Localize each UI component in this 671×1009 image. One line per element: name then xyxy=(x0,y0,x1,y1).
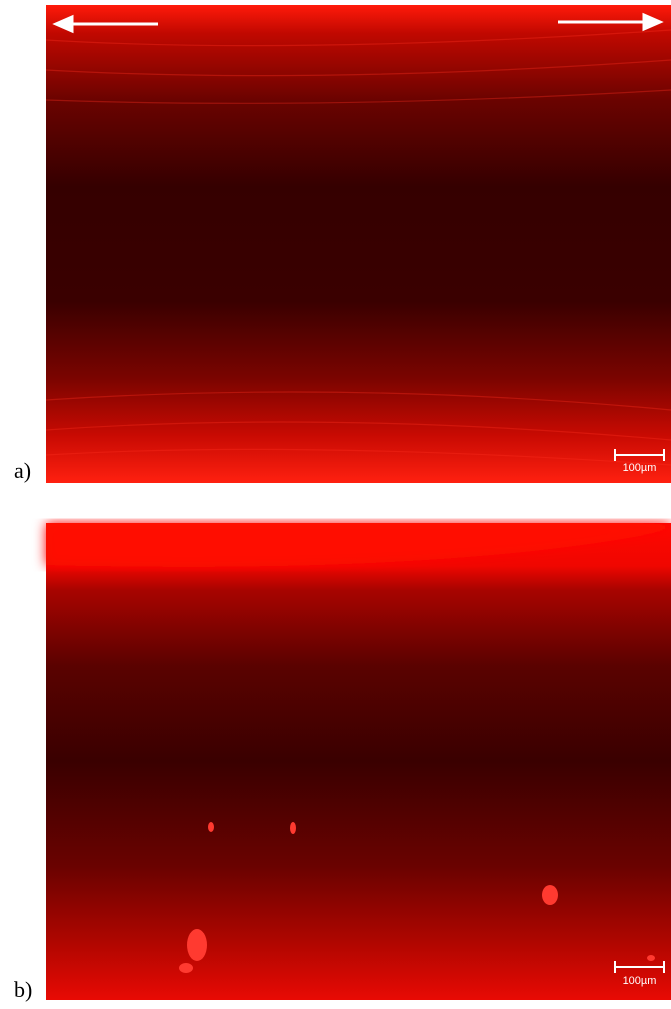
panel-a: 100µm a) xyxy=(14,5,671,483)
panel-label: a) xyxy=(14,458,31,483)
micrograph xyxy=(46,5,671,483)
micrograph xyxy=(46,523,671,1000)
scale-bar-label: 100µm xyxy=(623,975,657,987)
figure: 100µm a) 100µm b) xyxy=(0,0,671,1004)
panel-b: 100µm b) xyxy=(14,523,671,1002)
scale-bar-label: 100µm xyxy=(623,462,657,474)
panel-label: b) xyxy=(14,977,32,1002)
